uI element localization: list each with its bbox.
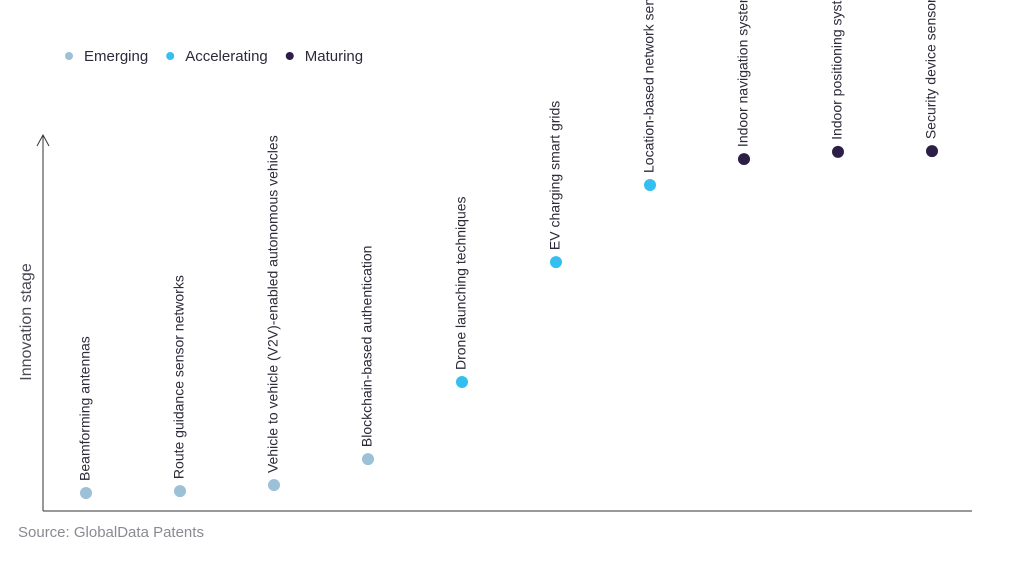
point (80, 486, 92, 499)
category-label: Drone launching techniques (453, 196, 469, 370)
legend-marker (65, 52, 73, 60)
category-label: EV charging smart grids (547, 101, 563, 250)
legend-marker (166, 52, 175, 60)
point (644, 179, 656, 192)
category-label: Indoor positioning systems (829, 0, 845, 140)
point (268, 479, 280, 492)
legend-label: Maturing (305, 48, 363, 65)
legend-label: Accelerating (185, 48, 268, 65)
point (362, 453, 374, 466)
source: Source: GlobalData Patents (18, 524, 204, 541)
point (456, 376, 468, 389)
point (738, 153, 750, 166)
category-label: Route guidance sensor networks (171, 275, 187, 479)
category-label: Vehicle to vehicle (V2V)-enabled autonom… (265, 135, 281, 473)
point (550, 256, 562, 269)
category-label: Location-based network services (641, 0, 657, 173)
legend-label: Emerging (84, 48, 148, 65)
point (926, 145, 938, 158)
category-label: Security device sensor networks (923, 0, 939, 139)
legend-marker (285, 52, 294, 60)
category-label: Indoor navigation systems (735, 0, 751, 147)
point (832, 145, 844, 158)
category-label: Blockchain-based authentication (359, 246, 375, 448)
y-axis-label: Innovation stage (18, 263, 35, 381)
point (174, 485, 186, 498)
y-axis-arrow (36, 133, 50, 147)
category-label: Beamforming antennas (77, 336, 93, 481)
